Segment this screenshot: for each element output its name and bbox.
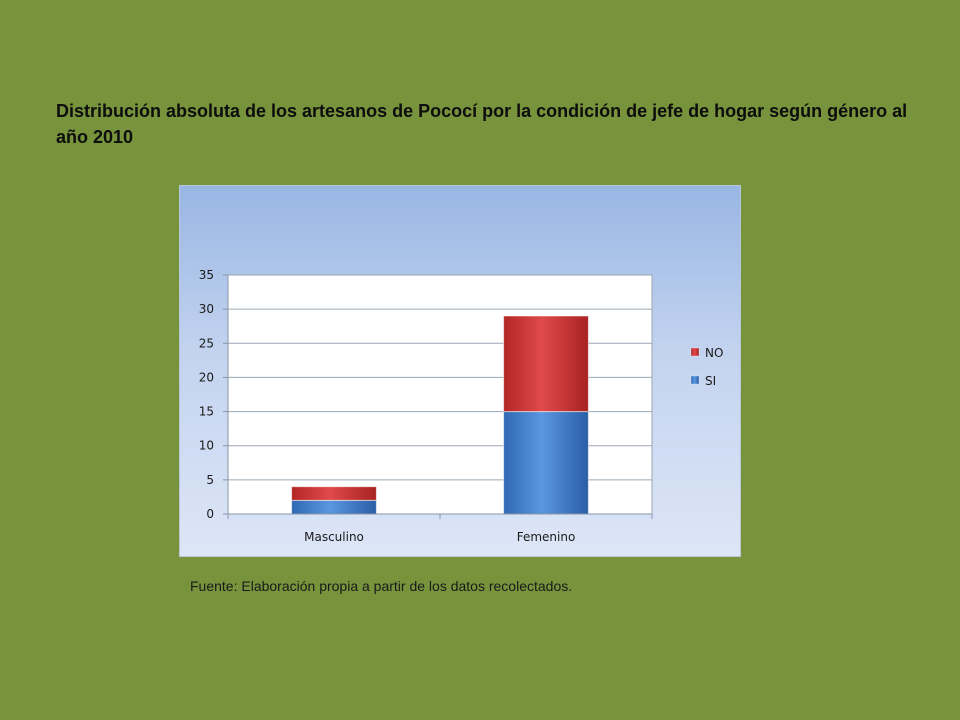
bar-si-femenino <box>503 411 589 515</box>
slide-title: Distribución absoluta de los artesanos d… <box>56 101 908 147</box>
bar-si-masculino <box>291 499 377 515</box>
y-tick-label: 35 <box>199 268 214 282</box>
legend-swatch-si <box>690 375 700 385</box>
stacked-bar-chart: 0 5 10 15 20 25 30 35 Masculino Femenino NO SI <box>199 268 724 544</box>
y-tick-label: 5 <box>206 473 214 487</box>
legend-swatch-no <box>690 347 700 357</box>
x-category-label: Masculino <box>304 530 364 544</box>
y-tick-label: 10 <box>199 439 214 453</box>
y-tick-label: 0 <box>206 507 214 521</box>
legend-label-si: SI <box>705 374 716 388</box>
bar-no-masculino <box>291 486 377 501</box>
y-tick-label: 30 <box>199 302 214 316</box>
chart-area: 0 5 10 15 20 25 30 35 Masculino Femenino NO SI <box>180 186 740 556</box>
y-tick-label: 25 <box>199 336 214 350</box>
legend-label-no: NO <box>705 346 723 360</box>
bar-no-femenino <box>503 315 589 413</box>
y-tick-label: 20 <box>199 370 214 384</box>
source-note: Fuente: Elaboración propia a partir de l… <box>190 578 573 594</box>
x-category-label: Femenino <box>517 530 576 544</box>
y-tick-label: 15 <box>199 405 214 419</box>
